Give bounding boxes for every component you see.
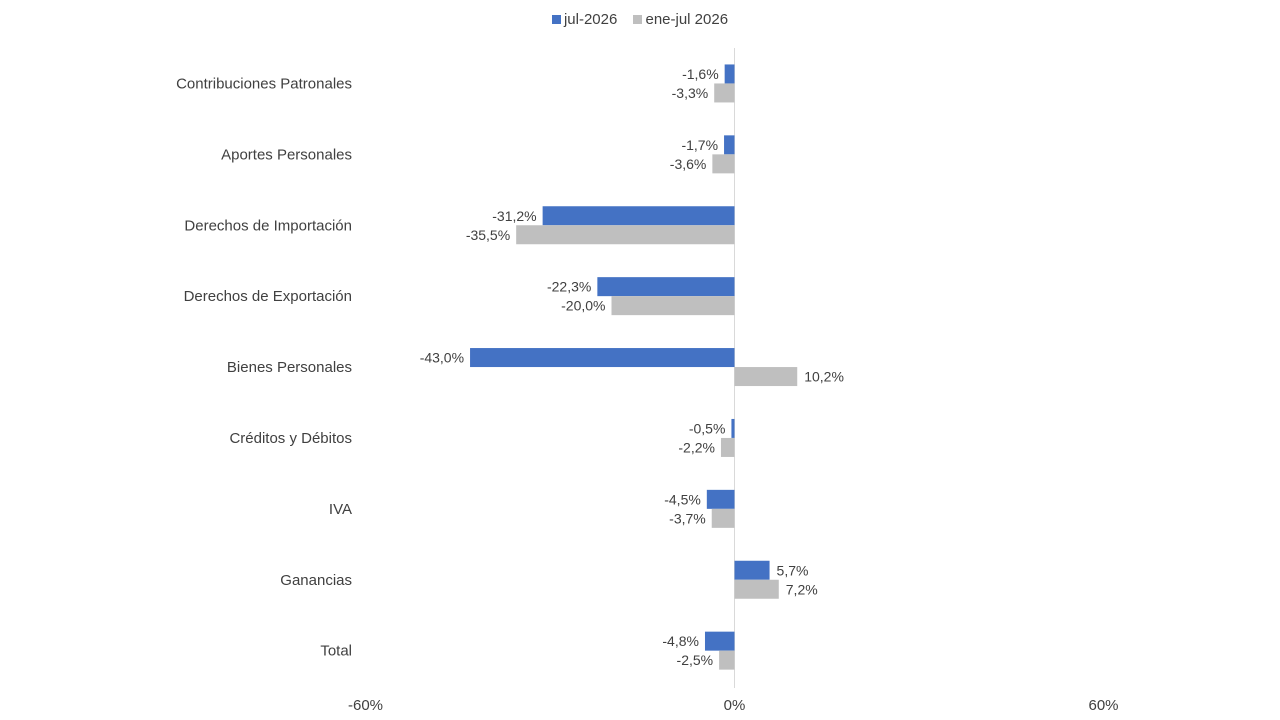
- x-tick-label-0: 0%: [724, 697, 746, 714]
- data-label-jul-2026-derechos-de-exportacion: -22,3%: [547, 279, 591, 295]
- bar-jul-2026-bienes-personales: [470, 348, 735, 368]
- bar-jul-2026-contribuciones-patronales: [724, 64, 735, 84]
- data-label-jul-2026-creditos-y-debitos: -0,5%: [689, 420, 726, 436]
- bar-jul-2026-derechos-de-importacion: [542, 206, 735, 226]
- legend-swatch-jul-2026: [551, 15, 561, 24]
- category-label-iva: IVA: [329, 501, 352, 518]
- bar-ene-jul-2026-creditos-y-debitos: [720, 437, 735, 457]
- bar-jul-2026-aportes-personales: [724, 135, 735, 155]
- bar-ene-jul-2026-ganancias: [734, 579, 779, 599]
- data-label-ene-jul-2026-bienes-personales: 10,2%: [804, 369, 844, 385]
- data-label-ene-jul-2026-contribuciones-patronales: -3,3%: [672, 85, 709, 101]
- category-label-creditos-y-debitos: Créditos y Débitos: [229, 430, 352, 447]
- data-label-ene-jul-2026-total: -2,5%: [677, 652, 714, 668]
- bar-jul-2026-total: [704, 631, 735, 651]
- bar-ene-jul-2026-total: [719, 650, 735, 670]
- bar-jul-2026-creditos-y-debitos: [731, 418, 735, 438]
- category-label-contribuciones-patronales: Contribuciones Patronales: [176, 75, 352, 92]
- category-label-ganancias: Ganancias: [280, 572, 352, 589]
- data-label-ene-jul-2026-ganancias: 7,2%: [786, 581, 818, 597]
- data-label-jul-2026-total: -4,8%: [662, 633, 699, 649]
- data-label-jul-2026-contribuciones-patronales: -1,6%: [682, 66, 719, 82]
- category-label-total: Total: [320, 643, 352, 660]
- bar-ene-jul-2026-contribuciones-patronales: [714, 83, 735, 103]
- category-label-derechos-de-importacion: Derechos de Importación: [184, 217, 352, 234]
- data-label-ene-jul-2026-derechos-de-exportacion: -20,0%: [561, 298, 605, 314]
- bar-jul-2026-ganancias: [734, 560, 770, 580]
- data-label-jul-2026-bienes-personales: -43,0%: [420, 350, 464, 366]
- bar-ene-jul-2026-derechos-de-exportacion: [611, 296, 735, 316]
- bar-ene-jul-2026-iva: [711, 508, 735, 528]
- legend: jul-2026 ene-jul 2026: [0, 11, 1280, 28]
- data-label-jul-2026-iva: -4,5%: [664, 491, 701, 507]
- data-label-ene-jul-2026-derechos-de-importacion: -35,5%: [466, 227, 510, 243]
- legend-label-ene-jul-2026: ene-jul 2026: [645, 11, 729, 28]
- bar-ene-jul-2026-derechos-de-importacion: [516, 225, 735, 245]
- data-label-ene-jul-2026-creditos-y-debitos: -2,2%: [678, 439, 715, 455]
- bar-ene-jul-2026-aportes-personales: [712, 154, 735, 174]
- data-label-jul-2026-derechos-de-importacion: -31,2%: [492, 208, 536, 224]
- x-tick-label-60: 60%: [1088, 697, 1118, 714]
- bar-ene-jul-2026-bienes-personales: [734, 367, 798, 387]
- bar-jul-2026-iva: [706, 489, 735, 509]
- data-label-jul-2026-ganancias: 5,7%: [777, 562, 809, 578]
- legend-label-jul-2026: jul-2026: [563, 11, 618, 28]
- legend-item-jul-2026: jul-2026: [551, 11, 618, 28]
- x-tick-label-60: -60%: [348, 697, 383, 714]
- bar-jul-2026-derechos-de-exportacion: [597, 277, 735, 297]
- category-label-derechos-de-exportacion: Derechos de Exportación: [184, 288, 352, 305]
- legend-item-ene-jul-2026: ene-jul 2026: [633, 11, 728, 28]
- data-label-jul-2026-aportes-personales: -1,7%: [681, 137, 718, 153]
- data-label-ene-jul-2026-iva: -3,7%: [669, 510, 706, 526]
- category-label-aportes-personales: Aportes Personales: [221, 146, 352, 163]
- legend-swatch-ene-jul-2026: [633, 15, 643, 24]
- data-label-ene-jul-2026-aportes-personales: -3,6%: [670, 156, 707, 172]
- category-label-bienes-personales: Bienes Personales: [227, 359, 352, 376]
